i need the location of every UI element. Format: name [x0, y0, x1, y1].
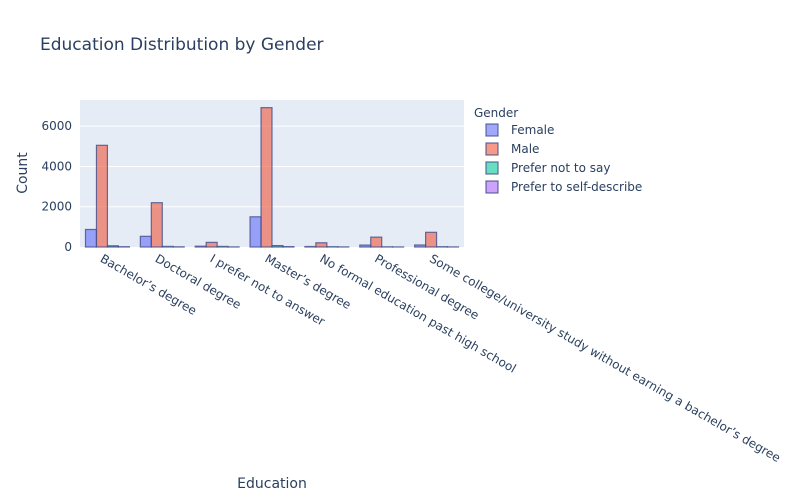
legend-label: Male — [511, 142, 539, 156]
bar — [260, 107, 273, 248]
x-tick-label: No formal education past high school — [317, 251, 518, 375]
bar — [84, 228, 98, 248]
legend-label: Prefer not to say — [511, 161, 610, 175]
y-tick-label: 2000 — [41, 200, 72, 214]
legend-title: Gender — [474, 106, 518, 120]
bars — [84, 107, 460, 248]
bar — [315, 242, 328, 248]
legend-label: Female — [511, 123, 554, 137]
bar — [249, 216, 262, 248]
bar — [216, 245, 229, 248]
y-axis-title: Count — [15, 152, 31, 194]
bar — [139, 235, 152, 248]
bar — [106, 245, 120, 248]
bar — [161, 245, 174, 248]
y-tick-label: 6000 — [41, 119, 72, 133]
bar — [271, 244, 284, 248]
legend: Gender Female Male Prefer not to say Prefer… — [474, 106, 642, 194]
bar — [370, 236, 383, 248]
legend-swatch — [485, 123, 499, 137]
bar — [359, 244, 372, 248]
bar — [95, 144, 109, 248]
legend-swatch — [485, 180, 499, 194]
bar — [425, 231, 438, 248]
legend-label: Prefer to self-describe — [511, 180, 642, 194]
y-tick-label: 0 — [64, 240, 72, 254]
y-tick-label: 4000 — [41, 159, 72, 173]
x-tick-label: Some college/university study without ea… — [427, 251, 783, 465]
bar — [414, 244, 427, 248]
chart-title: Education Distribution by Gender — [40, 35, 324, 55]
bar — [205, 241, 218, 248]
y-tick-labels: 0 2000 4000 6000 — [41, 119, 72, 254]
legend-swatch — [485, 161, 499, 175]
bar — [150, 202, 163, 248]
x-tick-label: Bachelor’s degree — [98, 251, 199, 317]
bar — [194, 245, 207, 248]
legend-swatch — [485, 142, 499, 156]
x-axis-title: Education — [237, 476, 307, 492]
bar — [304, 245, 317, 248]
